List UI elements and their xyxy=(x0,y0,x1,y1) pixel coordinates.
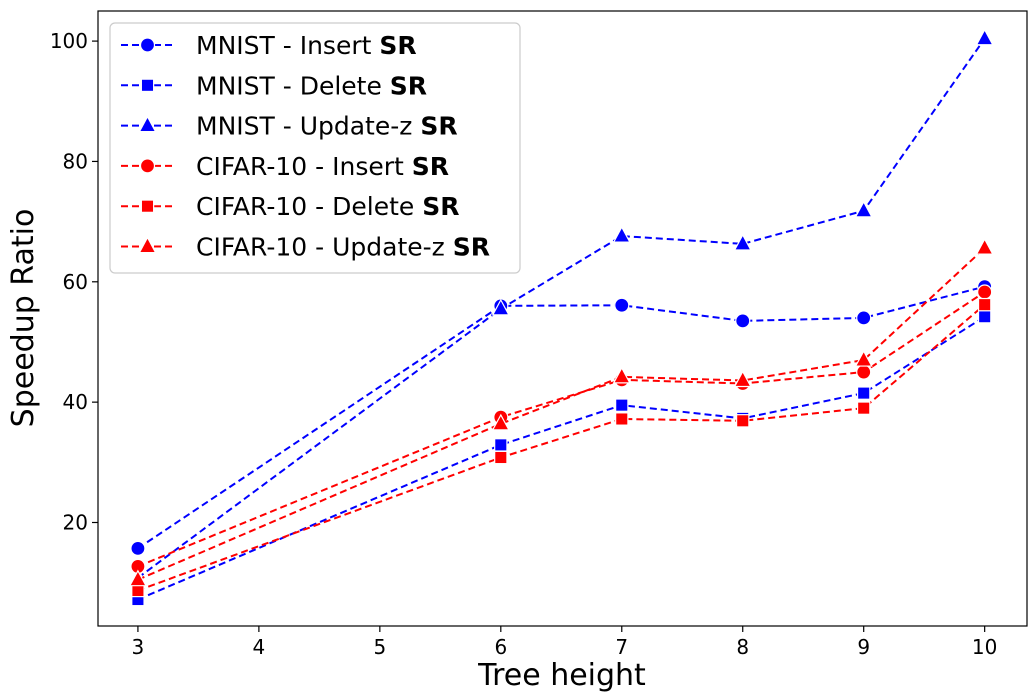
plot-frame xyxy=(97,10,1028,627)
x-tick-label: 10 xyxy=(972,635,997,659)
y-tick-label: 40 xyxy=(63,390,88,414)
legend-marker xyxy=(139,158,156,174)
series-line xyxy=(137,38,986,579)
x-axis-title: Tree height xyxy=(477,658,646,693)
data-point xyxy=(854,349,873,367)
data-point xyxy=(975,237,994,255)
x-tick-label: 5 xyxy=(373,635,386,659)
y-tick-label: 100 xyxy=(50,29,88,53)
x-tick-label: 6 xyxy=(494,635,507,659)
legend-series-name: MNIST - Update-z xyxy=(196,112,420,141)
legend-series-suffix: SR xyxy=(390,71,427,100)
data-point xyxy=(612,366,631,384)
data-point xyxy=(977,297,992,312)
data-point xyxy=(733,233,752,251)
data-point xyxy=(854,200,873,218)
legend-marker xyxy=(138,236,157,254)
legend-series-suffix: SR xyxy=(453,233,490,262)
legend-item: CIFAR-10 - Update-z SR xyxy=(121,233,490,262)
legend-item: CIFAR-10 - Delete SR xyxy=(121,192,459,221)
y-tick-label: 20 xyxy=(63,510,88,534)
data-point xyxy=(735,313,751,329)
data-point xyxy=(733,370,752,388)
series-4 xyxy=(130,284,993,575)
data-point xyxy=(615,398,629,412)
data-point xyxy=(494,450,508,465)
series-layer xyxy=(128,28,994,607)
legend-series-suffix: SR xyxy=(420,112,457,141)
legend-series-suffix: SR xyxy=(422,192,459,221)
data-point xyxy=(614,297,630,313)
series-line xyxy=(137,291,986,568)
data-point xyxy=(977,309,992,324)
y-axis: 20 40 60 80 100 xyxy=(50,29,98,534)
data-point xyxy=(736,414,750,428)
legend-label: CIFAR-10 - Update-z SR xyxy=(196,233,490,262)
x-tick-label: 7 xyxy=(615,635,628,659)
x-tick-label: 3 xyxy=(132,635,145,659)
legend-label: MNIST - Update-z SR xyxy=(196,112,458,141)
x-axis: 3 4 5 6 7 8 9 10 xyxy=(132,626,997,659)
legend-label: MNIST - Insert SR xyxy=(196,31,417,60)
y-tick-label: 80 xyxy=(63,149,88,173)
data-point xyxy=(128,569,147,587)
y-tick-label: 60 xyxy=(63,270,88,294)
series-line xyxy=(137,247,986,581)
legend-series-name: MNIST - Insert xyxy=(196,31,379,60)
data-point xyxy=(856,364,872,380)
data-point xyxy=(975,28,994,46)
legend-item: MNIST - Update-z SR xyxy=(121,112,458,141)
legend-marker xyxy=(139,37,156,53)
series-line xyxy=(137,285,985,550)
data-point xyxy=(615,412,629,426)
legend-label: CIFAR-10 - Insert SR xyxy=(196,152,449,181)
data-point xyxy=(856,401,871,415)
legend-series-suffix: SR xyxy=(379,31,416,60)
legend-series-name: CIFAR-10 - Update-z xyxy=(196,233,453,262)
series-5 xyxy=(131,297,992,598)
x-tick-label: 8 xyxy=(736,635,749,659)
data-point xyxy=(977,284,993,300)
legend-marker xyxy=(138,115,157,133)
legend-label: CIFAR-10 - Delete SR xyxy=(196,192,459,221)
data-point xyxy=(491,298,510,316)
legend-series-suffix: SR xyxy=(412,152,449,181)
series-line xyxy=(137,303,986,592)
data-point xyxy=(130,540,146,556)
legend-item: MNIST - Insert SR xyxy=(121,31,417,60)
legend-series-name: MNIST - Delete xyxy=(196,71,390,100)
legend-box xyxy=(109,22,521,274)
legend-marker xyxy=(140,78,155,93)
legend-item: CIFAR-10 - Insert SR xyxy=(121,152,449,181)
data-point xyxy=(494,438,508,452)
legend-marker xyxy=(140,199,155,213)
x-tick-label: 9 xyxy=(857,635,870,659)
series-1 xyxy=(130,279,993,556)
y-axis-title: Speedup Ratio xyxy=(6,209,41,428)
data-point xyxy=(856,386,871,400)
data-point xyxy=(612,225,631,243)
legend-series-name: CIFAR-10 - Delete xyxy=(196,192,422,221)
legend-label: MNIST - Delete SR xyxy=(196,71,427,100)
series-line xyxy=(137,315,986,601)
data-point xyxy=(491,413,510,431)
legend-series-name: CIFAR-10 - Insert xyxy=(196,152,412,181)
data-point xyxy=(856,310,872,326)
legend-item: MNIST - Delete SR xyxy=(121,71,427,100)
x-tick-label: 4 xyxy=(253,635,266,659)
series-6 xyxy=(128,237,994,587)
